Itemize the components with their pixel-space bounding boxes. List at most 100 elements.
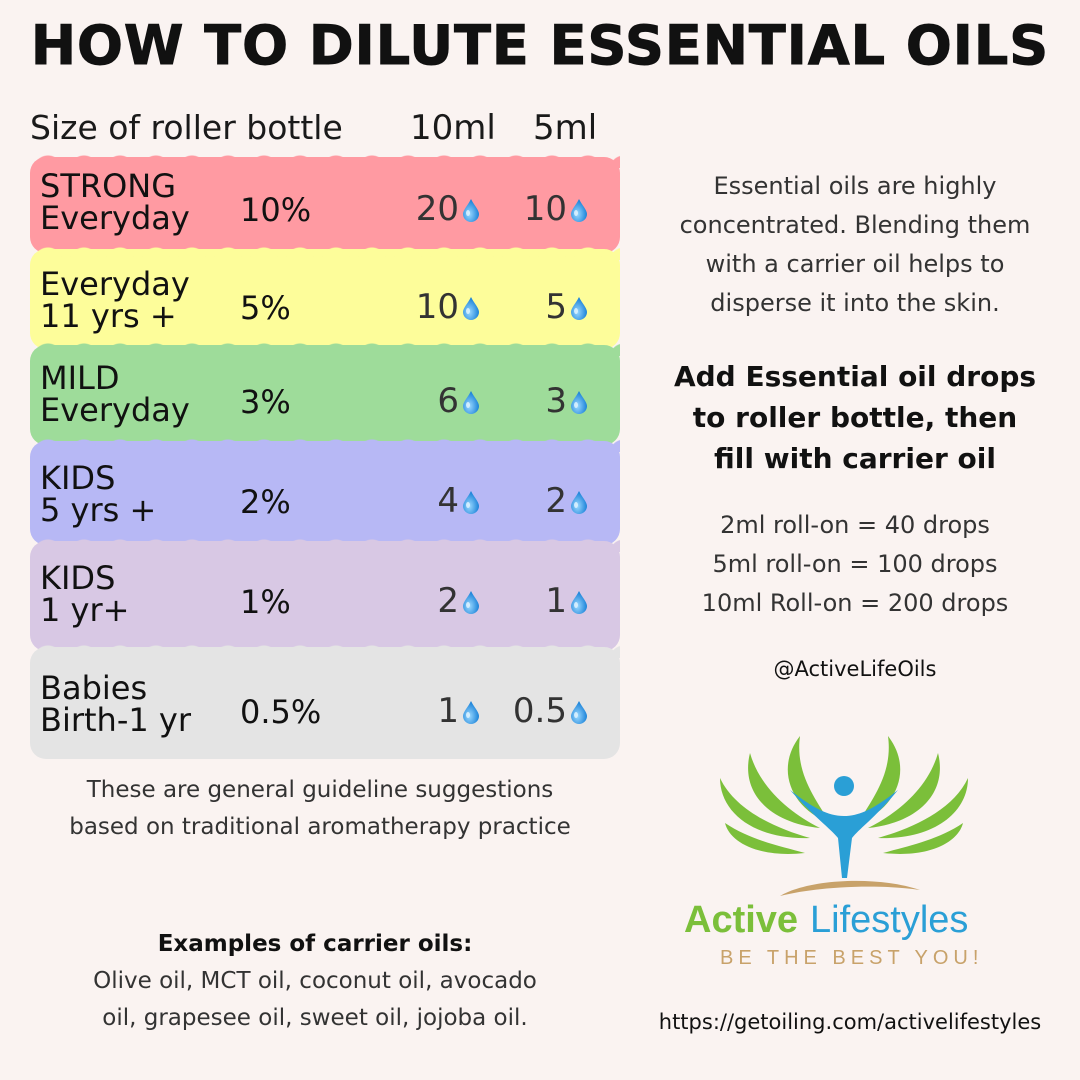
row-sublabel: Birth-1 yr: [40, 701, 191, 739]
dilution-percent: 10%: [240, 191, 312, 229]
leaf-icon: [720, 736, 968, 854]
row-label: Everyday: [40, 265, 190, 303]
water-drop-icon: [459, 381, 480, 421]
dilution-row: Everyday 11 yrs + 5% 10 5: [30, 240, 620, 349]
person-icon: [790, 776, 898, 878]
scallop-edge: [30, 532, 620, 552]
drops-10ml: 4: [437, 481, 480, 521]
active-lifestyles-logo: Active Lifestyles Be the best you!: [684, 736, 983, 969]
instruction-line: fill with carrier oil: [714, 442, 996, 475]
intro-line: concentrated. Blending them: [679, 211, 1031, 239]
water-drop-icon: [567, 287, 588, 327]
drops-10ml-value: 6: [437, 381, 459, 421]
water-drop-icon: [459, 481, 480, 521]
carrier-line: oil, grapesee oil, sweet oil, jojoba oil…: [102, 1005, 528, 1031]
water-drop-icon: [459, 189, 480, 229]
column-5ml-header: 5ml: [533, 108, 598, 148]
disclaimer-line: These are general guideline suggestions: [86, 777, 554, 803]
logo-tagline: Be the best you!: [720, 947, 983, 969]
water-drop-icon: [459, 581, 480, 621]
drops-10ml: 10: [416, 287, 480, 327]
conversion-line: 10ml Roll-on = 200 drops: [701, 589, 1009, 617]
dilution-row: Babies Birth-1 yr 0.5% 1 0.5: [30, 638, 620, 759]
drops-10ml-value: 10: [415, 287, 459, 327]
dilution-percent: 1%: [240, 583, 291, 621]
dilution-percent: 5%: [240, 289, 291, 327]
row-label: MILD: [40, 359, 120, 397]
water-drop-icon: [567, 581, 588, 621]
scallop-edge: [30, 432, 620, 452]
drops-10ml: 20: [416, 189, 480, 229]
roller-size-header: Size of roller bottle: [30, 108, 343, 147]
water-drop-icon: [459, 691, 480, 731]
row-label: STRONG: [40, 167, 177, 205]
drops-5ml: 0.5: [513, 691, 588, 731]
social-handle: @ActiveLifeOils: [773, 657, 937, 681]
carrier-oils: Examples of carrier oils: Olive oil, MCT…: [35, 926, 595, 1037]
dilution-table: STRONG Everyday 10% 20 10 Everyday 11 yrs +5% 1…: [30, 148, 620, 759]
scallop-edge: [30, 638, 620, 658]
carrier-heading: Examples of carrier oils:: [157, 931, 473, 957]
page-title: HOW TO DILUTE ESSENTIAL OILS: [30, 14, 1050, 78]
dilution-row: STRONG Everyday 10% 20 10: [30, 148, 620, 253]
drops-5ml: 1: [545, 581, 588, 621]
drops-5ml: 5: [545, 287, 588, 327]
dilution-row: KIDS 5 yrs + 2% 4 2: [30, 432, 620, 545]
drops-10ml-value: 4: [437, 481, 459, 521]
drops-5ml-value: 1: [545, 581, 567, 621]
dilution-row: MILD Everyday 3% 6 3: [30, 336, 620, 445]
row-label: KIDS: [40, 559, 116, 597]
instruction-text: Add Essential oil drops to roller bottle…: [640, 356, 1070, 479]
conversion-line: 5ml roll-on = 100 drops: [712, 550, 998, 578]
instruction-line: to roller bottle, then: [692, 401, 1018, 434]
website-url[interactable]: https://getoiling.com/activelifestyles: [658, 1010, 1042, 1034]
disclaimer-line: based on traditional aromatherapy practi…: [69, 814, 571, 840]
drops-10ml: 6: [437, 381, 480, 421]
drops-5ml-value: 5: [545, 287, 567, 327]
logo-brand-lifestyles: Lifestyles: [810, 899, 968, 941]
logo-brand-active: Active: [684, 899, 798, 941]
intro-line: Essential oils are highly: [713, 172, 997, 200]
dilution-percent: 3%: [240, 383, 291, 421]
row-sublabel: Everyday: [40, 391, 190, 429]
water-drop-icon: [567, 189, 588, 229]
drops-5ml: 3: [545, 381, 588, 421]
scallop-edge: [30, 240, 620, 260]
water-drop-icon: [459, 287, 480, 327]
drops-5ml: 10: [524, 189, 588, 229]
row-sublabel: Everyday: [40, 199, 190, 237]
drops-5ml-value: 10: [523, 189, 567, 229]
drops-10ml-value: 2: [437, 581, 459, 621]
row-label: Babies: [40, 669, 148, 707]
drops-10ml-value: 20: [415, 189, 459, 229]
drops-10ml-value: 1: [437, 691, 459, 731]
carrier-line: Olive oil, MCT oil, coconut oil, avocado: [93, 968, 537, 994]
drops-5ml-value: 3: [545, 381, 567, 421]
column-10ml-header: 10ml: [410, 108, 496, 148]
row-sublabel: 11 yrs +: [40, 297, 177, 335]
water-drop-icon: [567, 381, 588, 421]
intro-text: Essential oils are highly concentrated. …: [640, 167, 1070, 323]
water-drop-icon: [567, 481, 588, 521]
conversion-line: 2ml roll-on = 40 drops: [720, 511, 990, 539]
drops-10ml: 1: [437, 691, 480, 731]
disclaimer: These are general guideline suggestions …: [40, 772, 600, 846]
drops-10ml: 2: [437, 581, 480, 621]
intro-line: with a carrier oil helps to: [705, 250, 1005, 278]
dilution-percent: 2%: [240, 483, 291, 521]
dilution-percent: 0.5%: [240, 693, 322, 731]
ground-arc-icon: [780, 880, 920, 896]
conversion-list: 2ml roll-on = 40 drops 5ml roll-on = 100…: [640, 506, 1070, 623]
instruction-line: Add Essential oil drops: [673, 360, 1037, 393]
scallop-edge: [30, 148, 620, 168]
row-sublabel: 5 yrs +: [40, 491, 157, 529]
dilution-row: KIDS 1 yr+ 1% 2 1: [30, 532, 620, 651]
row-sublabel: 1 yr+: [40, 591, 130, 629]
drops-5ml-value: 2: [545, 481, 567, 521]
intro-line: disperse it into the skin.: [710, 289, 1000, 317]
drops-5ml: 2: [545, 481, 588, 521]
water-drop-icon: [567, 691, 588, 731]
scallop-edge: [30, 336, 620, 356]
drops-5ml-value: 0.5: [512, 691, 567, 731]
row-label: KIDS: [40, 459, 116, 497]
